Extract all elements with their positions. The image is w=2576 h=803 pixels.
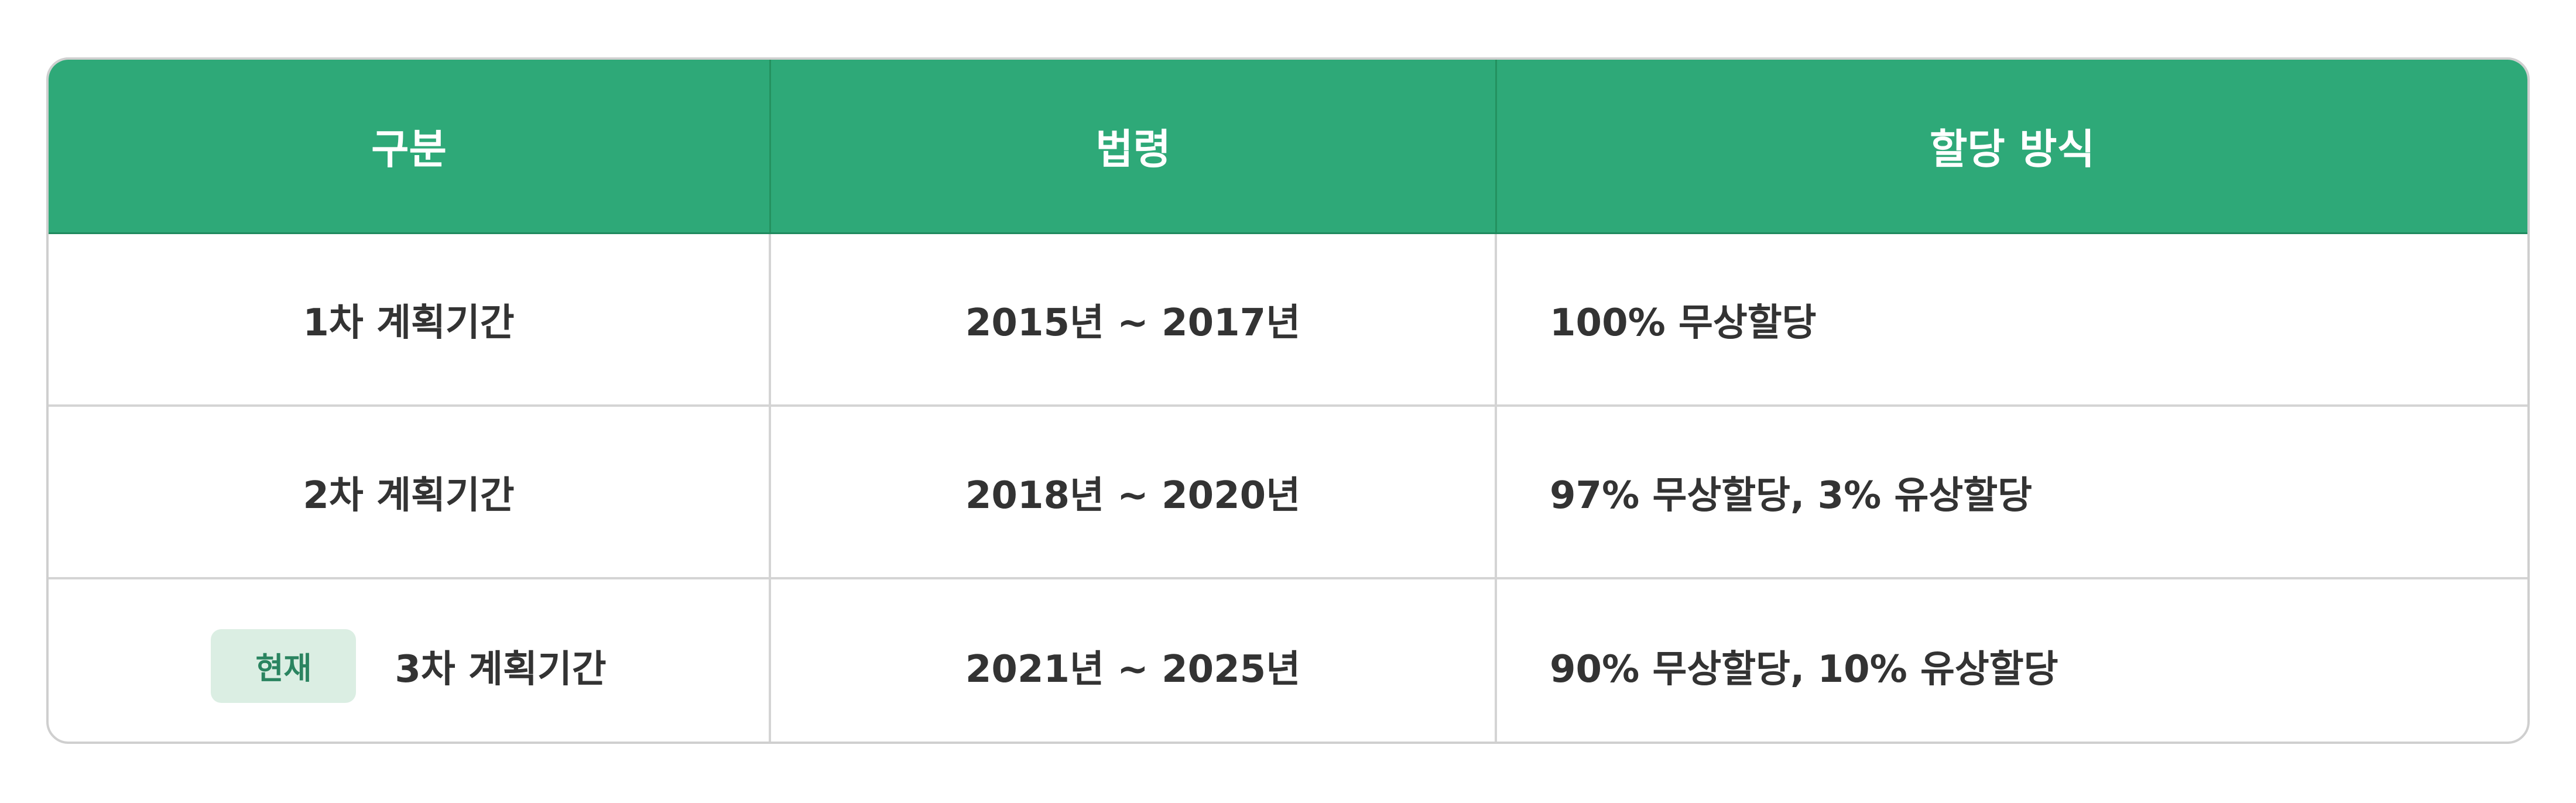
method-cell: 100% 무상할당 <box>1550 301 1817 345</box>
current-badge: 현재 <box>211 629 357 703</box>
period-cell: 2차 계획기간 <box>49 407 771 577</box>
allocation-table: 구분 법령 할당 방식 1차 계획기간 2015년 ~ 2017년 100% 무… <box>46 57 2530 744</box>
table-row: 2차 계획기간 2018년 ~ 2020년 97% 무상할당, 3% 유상할당 <box>49 407 2527 579</box>
table-header: 구분 법령 할당 방식 <box>49 60 2527 234</box>
period-label: 3차 계획기간 <box>395 647 607 691</box>
table-row: 1차 계획기간 2015년 ~ 2017년 100% 무상할당 <box>49 234 2527 407</box>
method-cell: 97% 무상할당, 3% 유상할당 <box>1550 473 2033 517</box>
header-category: 구분 <box>49 60 771 232</box>
period-cell: 현재 3차 계획기간 <box>49 579 771 742</box>
header-law: 법령 <box>771 60 1497 232</box>
method-cell: 90% 무상할당, 10% 유상할당 <box>1550 647 2058 691</box>
header-allocation-method: 할당 방식 <box>1930 125 2095 173</box>
years-cell: 2018년 ~ 2020년 <box>771 407 1497 577</box>
table-row: 현재 3차 계획기간 2021년 ~ 2025년 90% 무상할당, 10% 유… <box>49 579 2527 742</box>
period-cell: 1차 계획기간 <box>49 234 771 404</box>
years-cell: 2015년 ~ 2017년 <box>771 234 1497 404</box>
years-cell: 2021년 ~ 2025년 <box>771 579 1497 742</box>
